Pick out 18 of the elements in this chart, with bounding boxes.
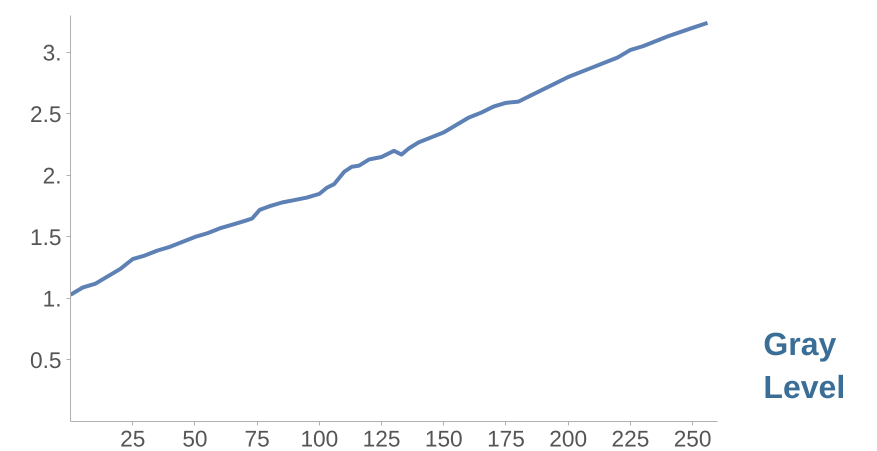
y-tick-label: 3. [42,39,62,66]
y-tick-label: 2.5 [30,100,62,127]
y-tick-label: 1. [42,285,62,312]
y-tick-label: 2. [42,162,62,188]
x-tick-label: 100 [300,426,338,451]
x-tick-label: 75 [244,426,270,451]
x-axis-title: Gray Level [763,326,846,406]
x-tick-label: 200 [549,426,588,451]
x-tick-label: 25 [120,426,146,451]
x-tick-label: 150 [424,426,463,451]
line-series [70,20,710,297]
x-tick-label: 175 [487,426,525,451]
y-tick-label: 1.5 [30,224,62,250]
y-tick-label: 0.5 [30,346,62,373]
x-tick-label: 125 [362,426,400,451]
x-tick-label: 50 [182,426,208,451]
x-tick-label: 225 [612,426,650,451]
x-tick-label: 250 [674,426,712,451]
